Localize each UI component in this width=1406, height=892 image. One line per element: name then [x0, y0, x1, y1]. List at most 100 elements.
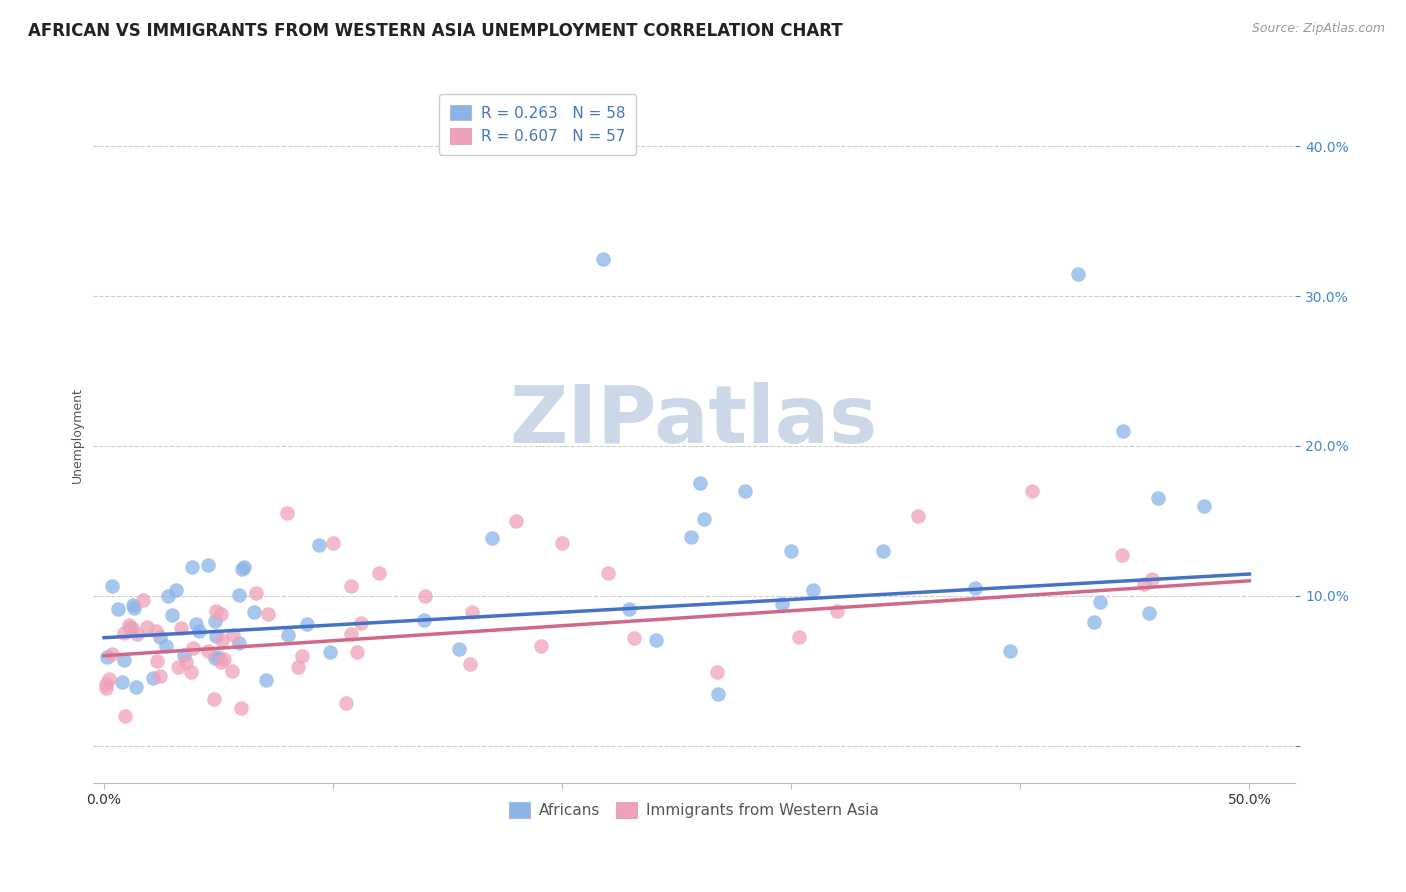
Point	[413, 589, 436, 603]
Point	[644, 632, 666, 647]
Point	[142, 671, 165, 685]
Point	[596, 566, 619, 581]
Point	[204, 629, 226, 643]
Point	[183, 640, 205, 655]
Text: ZIPatlas: ZIPatlas	[510, 382, 877, 459]
Point	[97, 672, 120, 686]
Point	[136, 619, 159, 633]
Point	[1192, 499, 1215, 513]
Point	[1140, 573, 1163, 587]
Point	[114, 708, 136, 723]
Point	[204, 614, 226, 628]
Legend: Africans, Immigrants from Western Asia: Africans, Immigrants from Western Asia	[502, 796, 886, 824]
Point	[127, 627, 149, 641]
Point	[1137, 606, 1160, 620]
Point	[681, 530, 703, 544]
Point	[1146, 491, 1168, 506]
Point	[1083, 615, 1105, 629]
Point	[146, 654, 169, 668]
Point	[118, 617, 141, 632]
Point	[617, 601, 640, 615]
Point	[481, 531, 503, 545]
Point	[228, 588, 250, 602]
Point	[211, 633, 233, 648]
Point	[254, 673, 277, 687]
Point	[335, 697, 357, 711]
Point	[872, 544, 894, 558]
Point	[167, 659, 190, 673]
Point	[801, 582, 824, 597]
Point	[96, 681, 118, 696]
Point	[197, 558, 219, 572]
Point	[243, 605, 266, 619]
Point	[623, 631, 645, 645]
Point	[100, 647, 122, 661]
Point	[780, 544, 803, 558]
Point	[276, 507, 298, 521]
Point	[145, 624, 167, 639]
Point	[231, 562, 253, 576]
Point	[1111, 548, 1133, 562]
Point	[277, 628, 299, 642]
Point	[1112, 424, 1135, 438]
Point	[458, 657, 481, 671]
Point	[368, 566, 391, 581]
Point	[122, 600, 145, 615]
Point	[287, 659, 309, 673]
Point	[149, 630, 172, 644]
Point	[505, 514, 527, 528]
Point	[107, 602, 129, 616]
Point	[197, 644, 219, 658]
Point	[1066, 267, 1088, 281]
Point	[231, 701, 253, 715]
Text: Source: ZipAtlas.com: Source: ZipAtlas.com	[1251, 22, 1385, 36]
Point	[111, 675, 134, 690]
Point	[155, 639, 177, 653]
Point	[184, 616, 207, 631]
Point	[233, 560, 256, 574]
Point	[165, 582, 187, 597]
Point	[787, 630, 810, 644]
Point	[187, 624, 209, 638]
Point	[228, 636, 250, 650]
Point	[157, 590, 180, 604]
Point	[529, 639, 551, 653]
Point	[963, 581, 986, 595]
Point	[162, 608, 184, 623]
Point	[689, 476, 711, 491]
Point	[693, 512, 716, 526]
Point	[96, 677, 118, 691]
Point	[346, 644, 368, 658]
Point	[322, 536, 344, 550]
Point	[1021, 483, 1043, 498]
Point	[209, 607, 232, 622]
Point	[998, 643, 1021, 657]
Point	[221, 664, 243, 678]
Point	[447, 642, 470, 657]
Point	[212, 651, 235, 665]
Y-axis label: Unemployment: Unemployment	[72, 387, 84, 483]
Point	[319, 645, 342, 659]
Point	[120, 621, 142, 635]
Point	[291, 649, 314, 664]
Point	[101, 579, 124, 593]
Point	[1133, 576, 1156, 591]
Point	[170, 621, 193, 635]
Point	[121, 621, 143, 635]
Point	[205, 604, 228, 618]
Point	[295, 616, 318, 631]
Point	[131, 593, 153, 607]
Point	[825, 604, 848, 618]
Point	[222, 628, 245, 642]
Point	[245, 585, 267, 599]
Point	[308, 538, 330, 552]
Point	[551, 536, 574, 550]
Point	[173, 648, 195, 662]
Point	[202, 692, 225, 706]
Point	[112, 653, 135, 667]
Point	[125, 680, 148, 694]
Point	[256, 607, 278, 621]
Point	[340, 579, 363, 593]
Point	[149, 669, 172, 683]
Point	[209, 655, 232, 669]
